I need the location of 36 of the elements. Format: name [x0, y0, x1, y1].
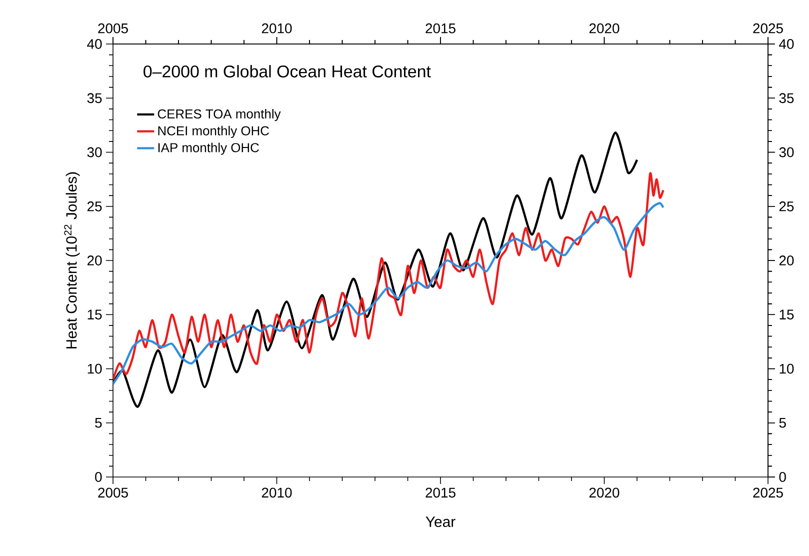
y-tick-label: 20 — [87, 256, 102, 266]
x-tick-label: 2010 — [262, 488, 292, 498]
y-tick-label: 30 — [87, 147, 102, 158]
legend-label: NCEI monthly OHC — [158, 126, 269, 138]
y2-tick-label: 15 — [780, 310, 794, 320]
x-tick-label: 2005 — [98, 488, 128, 498]
x2-tick-label: 2025 — [753, 23, 783, 34]
x-axis-title: Year — [426, 516, 456, 528]
y2-tick-label: 5 — [779, 418, 786, 428]
x-tick-label: 2025 — [753, 488, 783, 498]
y2-tick-label: 10 — [780, 364, 794, 374]
x2-tick-label: 2020 — [589, 23, 620, 34]
x2-tick-label: 2010 — [262, 23, 292, 34]
y2-tick-label: 25 — [779, 201, 794, 212]
y-tick-label: 10 — [88, 364, 102, 374]
text: 0–2000 m Global Ocean Heat Content — [144, 65, 431, 78]
y-axis-title: Heat Content (10$^{22}$ Joules) — [64, 172, 80, 348]
y2-tick-label: 40 — [779, 39, 794, 49]
y-tick-label: 25 — [87, 201, 102, 212]
x2-tick-label: 2015 — [426, 23, 456, 34]
y2-tick-label: 30 — [779, 147, 794, 158]
x-tick-label: 2015 — [426, 488, 456, 498]
legend-label: IAP monthly OHC — [158, 142, 259, 155]
y-tick-label: 0 — [95, 472, 102, 482]
line-series — [113, 172, 664, 381]
y-tick-label: 35 — [87, 93, 102, 104]
y-tick-label: 5 — [95, 418, 102, 428]
y2-tick-label: 35 — [779, 93, 794, 104]
y2-tick-label: 0 — [779, 472, 786, 482]
y-tick-label: 15 — [88, 310, 102, 320]
legend-label: CERES TOA monthly — [158, 108, 281, 122]
y2-tick-label: 20 — [779, 256, 794, 266]
y-tick-label: 40 — [87, 39, 102, 49]
x-tick-label: 2020 — [589, 488, 620, 498]
line-series — [113, 202, 664, 385]
x2-tick-label: 2005 — [98, 23, 128, 34]
